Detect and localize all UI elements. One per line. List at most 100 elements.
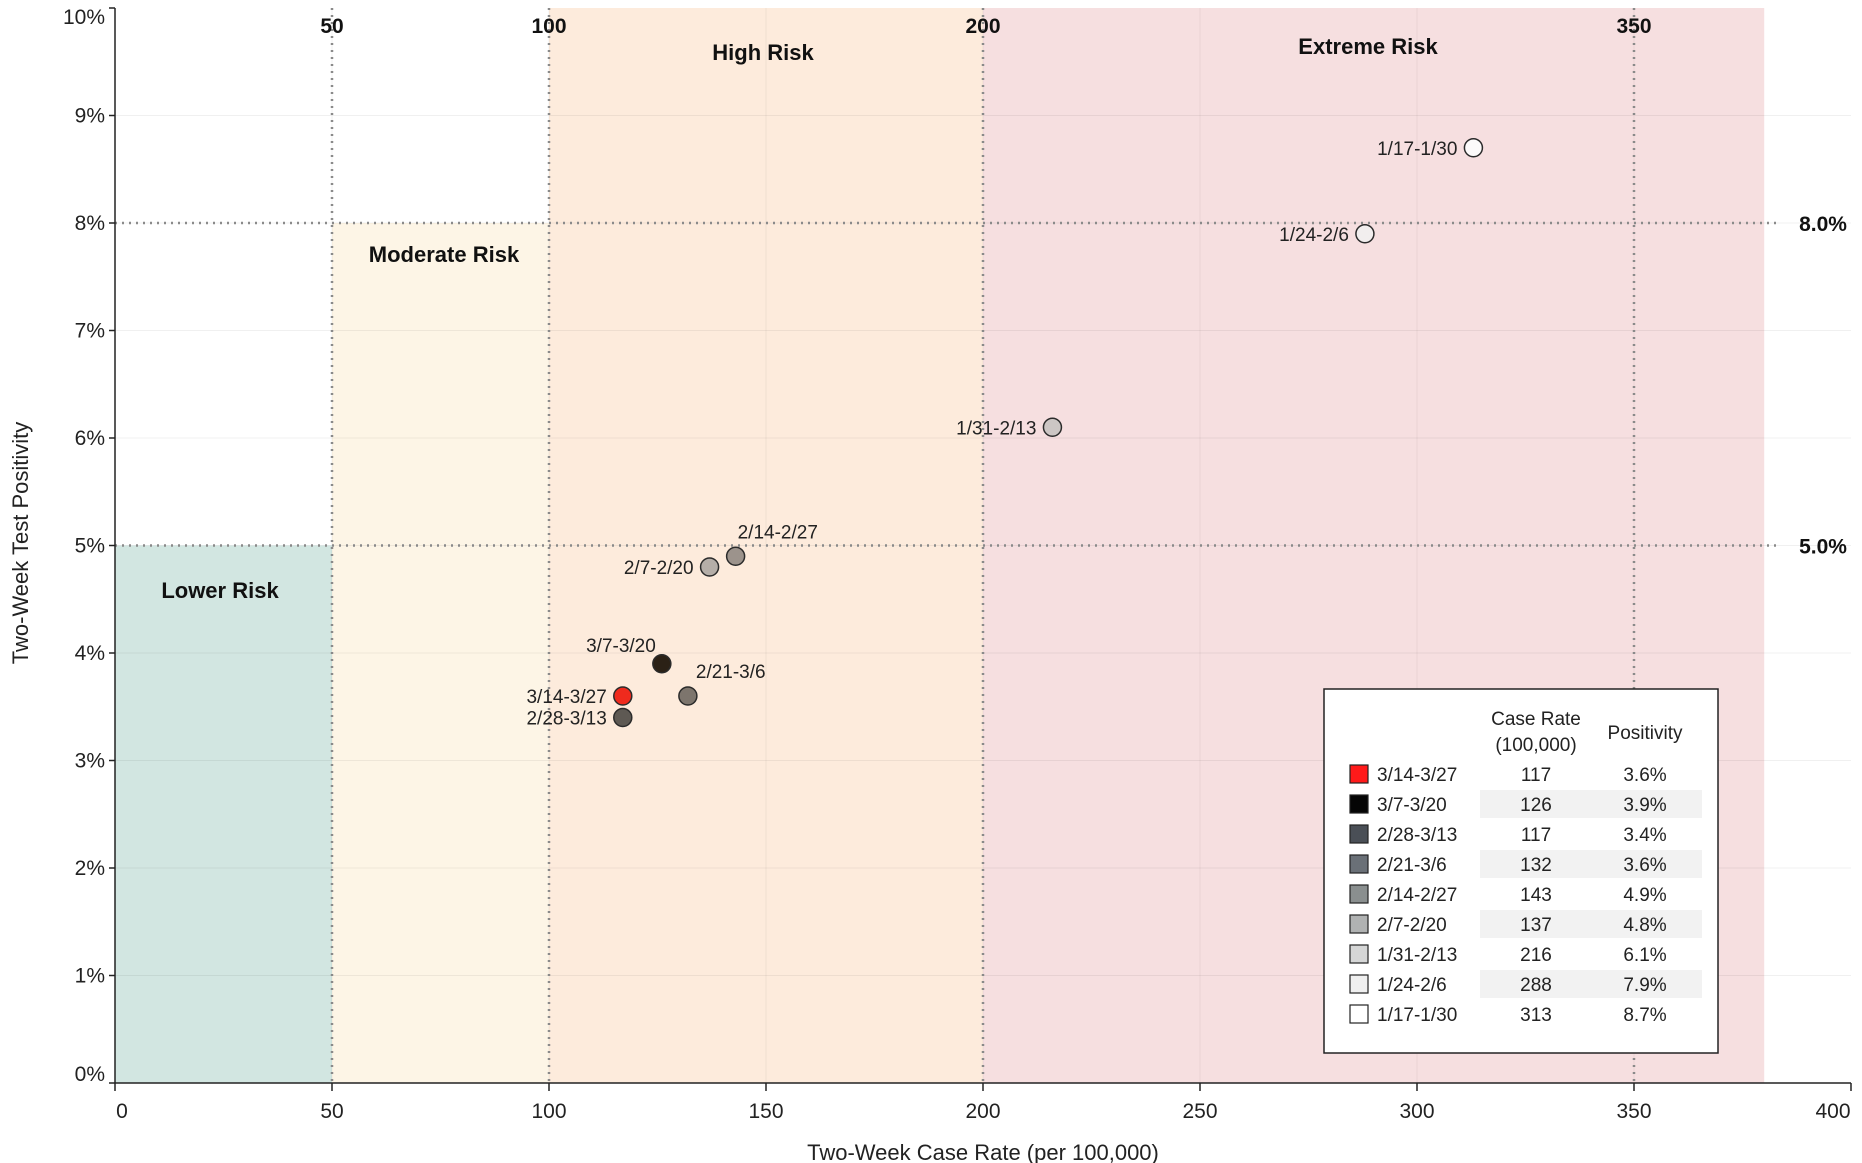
legend-swatch: [1349, 884, 1369, 904]
y-tick-label: 3%: [75, 750, 105, 773]
data-point-label: 3/14-3/27: [526, 687, 606, 708]
data-point-label: 1/31-2/13: [956, 418, 1036, 439]
y-tick-label: 4%: [75, 642, 105, 665]
y-tick-label: 10%: [63, 6, 105, 29]
y-tick-label: 7%: [75, 320, 105, 343]
x-tick-label: 150: [748, 1100, 783, 1123]
legend-row-band: [1480, 970, 1702, 998]
legend-row-positivity: 3.4%: [1623, 825, 1666, 846]
risk-zone-moderate-risk: [332, 223, 549, 1083]
data-point-label: 1/17-1/30: [1377, 139, 1457, 160]
legend-swatch: [1349, 1004, 1369, 1024]
data-point: [699, 557, 720, 577]
data-point: [1355, 224, 1375, 244]
data-point-label: 3/7-3/20: [586, 636, 656, 657]
risk-zone-lower-risk: [115, 545, 332, 1083]
legend-row-label: 2/28-3/13: [1377, 825, 1457, 846]
legend-row-case-rate: 313: [1520, 1005, 1552, 1026]
data-point: [678, 686, 698, 706]
data-point-label: 2/21-3/6: [696, 662, 766, 683]
legend-row-label: 1/24-2/6: [1377, 975, 1447, 996]
legend-row-label: 2/14-2/27: [1377, 885, 1457, 906]
data-point: [613, 707, 633, 728]
legend-swatch: [1349, 914, 1369, 934]
y-tick-label: 8%: [75, 212, 105, 235]
legend-row-label: 1/17-1/30: [1377, 1005, 1457, 1026]
y-tick-label: 0%: [75, 1063, 105, 1086]
legend-row-positivity: 4.9%: [1623, 885, 1666, 906]
legend-row-case-rate: 143: [1520, 885, 1552, 906]
y-tick-label: 6%: [75, 427, 105, 450]
data-point: [1463, 138, 1484, 158]
data-point-label: 2/28-3/13: [526, 709, 606, 730]
legend-swatch: [1349, 764, 1369, 784]
legend-row-label: 1/31-2/13: [1377, 945, 1457, 966]
legend-swatch: [1349, 824, 1369, 844]
reference-line-label: 8.0%: [1799, 213, 1847, 236]
legend-row-positivity: 3.6%: [1623, 855, 1666, 876]
legend-row-case-rate: 126: [1520, 795, 1552, 816]
legend-row-positivity: 8.7%: [1623, 1005, 1666, 1026]
legend-row-positivity: 6.1%: [1623, 945, 1666, 966]
legend-row-case-rate: 132: [1520, 855, 1552, 876]
risk-zone-label: Lower Risk: [161, 578, 279, 603]
legend-row-band: [1480, 790, 1702, 818]
legend-row-band: [1480, 850, 1702, 878]
x-tick-label: 0: [116, 1100, 128, 1123]
top-tick-label: 350: [1616, 15, 1651, 38]
legend-row-positivity: 7.9%: [1623, 975, 1666, 996]
data-point-label: 2/14-2/27: [738, 522, 818, 543]
legend-swatch: [1349, 794, 1369, 814]
data-point: [725, 546, 746, 566]
x-tick-label: 350: [1616, 1100, 1651, 1123]
legend: Case Rate (100,000) Positivity 3/14-3/27 117…: [1323, 688, 1719, 1054]
x-tick-label: 300: [1399, 1100, 1434, 1123]
x-tick-label: 100: [531, 1100, 566, 1123]
legend-header-case-rate-sub: (100,000): [1495, 735, 1576, 756]
x-tick-label: 50: [320, 1100, 343, 1123]
y-axis-title: Two-Week Test Positivity: [8, 422, 33, 664]
top-tick-label: 200: [965, 15, 1000, 38]
data-points: 3/14-3/27 3/7-3/20 2/28-3/13 2/21-3/6 2/14-2…: [526, 138, 1484, 730]
legend-row-case-rate: 216: [1520, 945, 1552, 966]
y-tick-label: 5%: [75, 535, 105, 558]
legend-row-case-rate: 117: [1521, 765, 1551, 786]
top-tick-label: 100: [531, 15, 566, 38]
reference-line-label: 5.0%: [1799, 536, 1847, 559]
reference-lines: 50 100 200 350 8.0% 5.0%: [115, 8, 1847, 1083]
axes: 0 50 100 150 200 250 300 350 400 0% 1% 2% 3% 4% 5% 6% 7%…: [63, 6, 1852, 1123]
legend-row-label: 3/7-3/20: [1377, 795, 1447, 816]
legend-row-label: 3/14-3/27: [1377, 765, 1457, 786]
y-tick-label: 2%: [75, 857, 105, 880]
legend-row-band: [1480, 910, 1702, 938]
data-point: [613, 686, 633, 706]
data-point-label: 2/7-2/20: [624, 558, 694, 579]
x-tick-label: 200: [965, 1100, 1000, 1123]
y-tick-label: 1%: [75, 965, 105, 988]
data-point-label: 1/24-2/6: [1279, 225, 1349, 246]
risk-zone-label: High Risk: [712, 40, 814, 65]
legend-row-label: 2/7-2/20: [1377, 915, 1447, 936]
risk-zone-label: Moderate Risk: [369, 242, 520, 267]
legend-header-positivity: Positivity: [1608, 723, 1683, 744]
top-tick-label: 50: [320, 15, 343, 38]
legend-row-case-rate: 137: [1520, 915, 1552, 936]
x-tick-label: 250: [1182, 1100, 1217, 1123]
legend-swatch: [1349, 974, 1369, 994]
legend-row-case-rate: 117: [1521, 825, 1551, 846]
x-tick-label: 400: [1815, 1100, 1850, 1123]
legend-swatch: [1349, 944, 1369, 964]
legend-row-positivity: 3.9%: [1623, 795, 1666, 816]
legend-row-positivity: 3.6%: [1623, 765, 1666, 786]
y-tick-label: 9%: [75, 105, 105, 128]
data-point: [1042, 417, 1063, 437]
x-axis-title: Two-Week Case Rate (per 100,000): [807, 1140, 1159, 1163]
legend-swatch: [1349, 854, 1369, 874]
risk-zone-label: Extreme Risk: [1298, 34, 1438, 59]
legend-row-positivity: 4.8%: [1623, 915, 1666, 936]
legend-row-case-rate: 288: [1520, 975, 1552, 996]
legend-row-label: 2/21-3/6: [1377, 855, 1447, 876]
legend-header-case-rate: Case Rate: [1491, 709, 1581, 730]
data-point: [652, 654, 672, 674]
